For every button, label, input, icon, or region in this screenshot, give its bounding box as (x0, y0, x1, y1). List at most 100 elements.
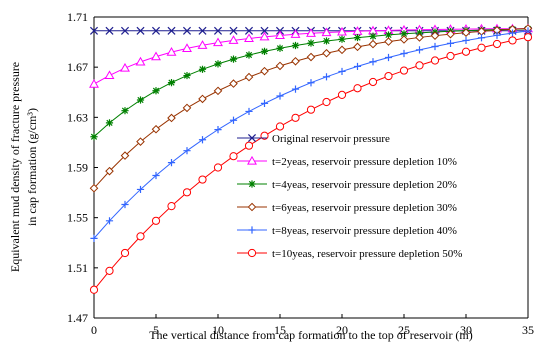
data-point (446, 51, 455, 61)
data-point (275, 122, 285, 131)
data-point (399, 66, 409, 75)
data-point (166, 47, 177, 56)
data-point (353, 62, 362, 71)
data-point (229, 152, 238, 161)
data-point (90, 133, 98, 141)
data-point (136, 26, 145, 35)
legend-swatch-marker (248, 180, 256, 188)
data-point (213, 26, 223, 35)
data-point (322, 48, 331, 58)
data-point (244, 33, 254, 43)
data-point (120, 151, 130, 160)
legend-swatch-marker (247, 133, 257, 143)
data-point (508, 36, 517, 45)
legend-swatch-marker (248, 226, 256, 234)
data-point (368, 39, 378, 49)
data-point (276, 44, 284, 52)
legend-label: t=10yeas, reservoir pressure depletion 5… (272, 248, 462, 260)
data-point (105, 119, 114, 127)
data-point (89, 285, 99, 294)
data-point (244, 72, 254, 82)
data-point (337, 26, 347, 36)
data-point (275, 30, 285, 40)
data-point (306, 105, 316, 114)
data-point (307, 79, 315, 87)
legend-item: t=4yeas, reservoir pressure depletion 20… (237, 179, 457, 191)
data-point (400, 49, 408, 58)
series-6 (89, 33, 533, 294)
data-point (384, 31, 393, 39)
data-point (290, 29, 301, 38)
data-point (151, 216, 161, 225)
data-point (477, 34, 486, 42)
data-point (415, 61, 424, 70)
data-point (369, 32, 377, 40)
data-point (259, 31, 270, 41)
data-point (229, 26, 238, 35)
data-point (322, 37, 331, 45)
data-point (213, 163, 223, 172)
data-point (104, 70, 115, 80)
legend-item: t=10yeas, reservoir pressure depletion 5… (237, 248, 462, 260)
data-point (167, 26, 176, 35)
y-tick-label: 1.55 (67, 211, 88, 225)
x-tick-label: 10 (212, 323, 224, 337)
data-point (183, 71, 191, 80)
legend-label: t=6yeas, reservoir pressure depletion 30… (272, 202, 457, 214)
data-point (198, 175, 207, 184)
legend-item: Original reservoir pressure (237, 133, 390, 145)
data-point (89, 26, 99, 35)
data-point (120, 62, 130, 72)
x-tick-label: 15 (274, 323, 286, 337)
data-point (244, 141, 254, 150)
legend-label: Original reservoir pressure (272, 133, 390, 145)
data-point (136, 232, 145, 241)
data-point (492, 39, 502, 49)
data-point (337, 45, 347, 55)
legend-label: t=8yeas, reservoir pressure depletion 40… (272, 225, 457, 237)
data-point (307, 39, 315, 47)
series-5 (90, 27, 532, 242)
data-point (120, 26, 130, 35)
data-point (276, 92, 284, 100)
data-point (322, 73, 331, 81)
data-point (430, 31, 440, 40)
data-point (105, 166, 114, 176)
data-point (291, 85, 300, 93)
data-point (523, 33, 533, 42)
data-point (136, 96, 145, 104)
data-point (322, 97, 331, 107)
data-point (182, 26, 192, 35)
data-point (182, 103, 192, 113)
data-point (182, 43, 192, 52)
data-point (167, 78, 176, 87)
data-point (167, 113, 176, 123)
data-point (198, 136, 207, 144)
x-tick-label: 35 (522, 323, 534, 337)
data-point (213, 37, 223, 47)
x-tick-label: 20 (336, 323, 348, 337)
data-point (152, 87, 160, 95)
legend-label: t=4yeas, reservoir pressure depletion 20… (272, 179, 457, 191)
legend: Original reservoir pressure t=2yeas, rese… (237, 133, 462, 260)
data-point (338, 67, 346, 76)
data-point (369, 58, 377, 66)
y-tick-label: 1.47 (67, 311, 88, 325)
data-point (306, 28, 316, 37)
data-point (291, 56, 300, 66)
data-point (446, 39, 455, 47)
data-point (353, 84, 362, 93)
y-tick-label: 1.67 (67, 60, 88, 74)
data-point (121, 107, 129, 115)
data-point (105, 217, 114, 225)
data-point (198, 26, 207, 35)
legend-item: t=6yeas, reservoir pressure depletion 30… (237, 202, 457, 214)
x-tick-label: 25 (398, 323, 410, 337)
data-point (245, 107, 253, 116)
data-point (229, 55, 238, 63)
data-point (89, 183, 99, 193)
data-point (291, 113, 300, 122)
x-tick-label: 30 (460, 323, 472, 337)
data-point (213, 86, 223, 96)
legend-swatch-marker (247, 155, 257, 165)
